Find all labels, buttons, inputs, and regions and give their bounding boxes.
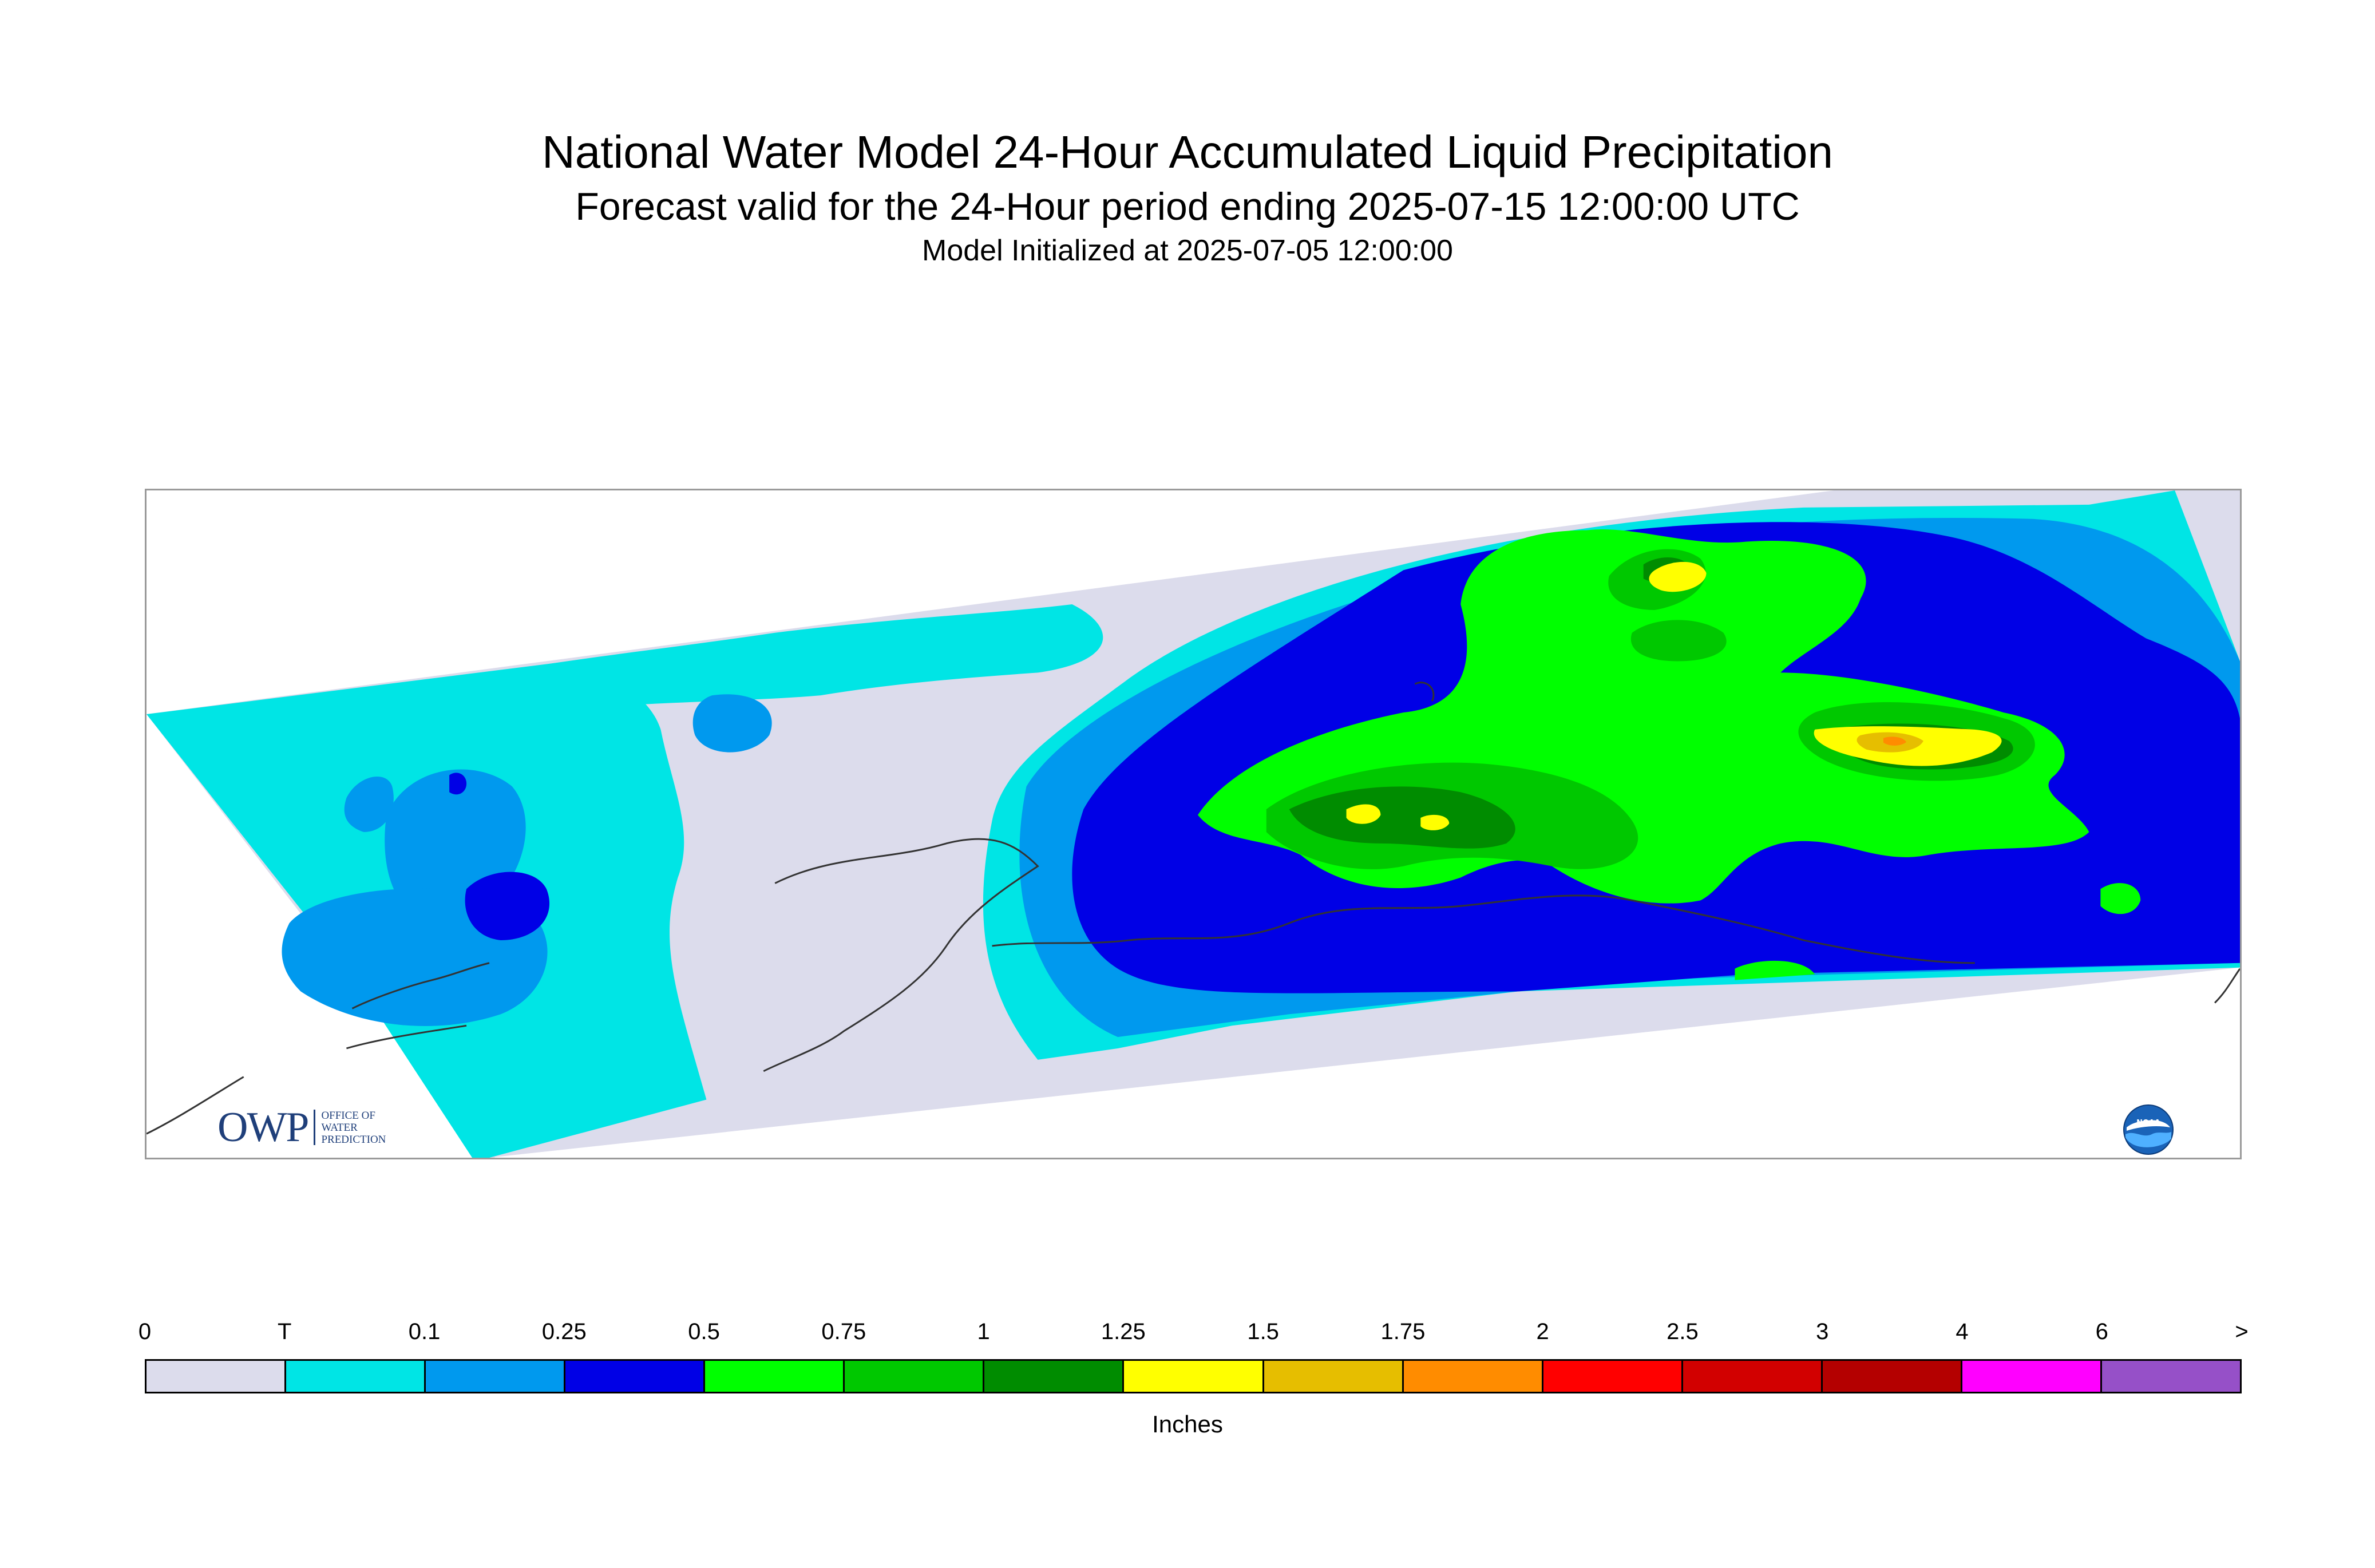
colorbar-tick-label: 1	[977, 1319, 990, 1344]
colorbar-tick-label: 2	[1536, 1319, 1549, 1344]
dark-green-area-1	[1289, 786, 1515, 849]
colorbar-segment	[2101, 1361, 2240, 1392]
colorbar-units-label: Inches	[1152, 1411, 1223, 1438]
colorbar-segment	[286, 1361, 426, 1392]
colorbar-tick-label: 1.5	[1247, 1319, 1279, 1344]
model-init-line: Model Initialized at 2025-07-05 12:00:00	[922, 234, 1453, 267]
colorbar-segment	[705, 1361, 845, 1392]
light-blue-area-3	[344, 776, 394, 832]
colorbar-segment	[845, 1361, 985, 1392]
owp-logo-mark: OWP	[217, 1103, 309, 1151]
precipitation-map	[145, 489, 2242, 1159]
yellow-area-3	[1420, 814, 1450, 830]
owp-logo-line: PREDICTION	[321, 1133, 386, 1146]
light-blue-area-4	[692, 694, 772, 753]
map-subtitle: Forecast valid for the 24-Hour period en…	[575, 185, 1800, 228]
colorbar-segment	[1264, 1361, 1404, 1392]
colorbar-tick-label: 3	[1816, 1319, 1829, 1344]
colorbar-segment	[1962, 1361, 2102, 1392]
colorbar-tick-label: 0.1	[408, 1319, 441, 1344]
colorbar-tick-label: T	[278, 1319, 292, 1344]
medium-green-area-4	[1630, 620, 1727, 662]
colorbar-tick-label: 0.5	[688, 1319, 720, 1344]
green-area-small-east	[2100, 883, 2141, 914]
map-title: National Water Model 24-Hour Accumulated…	[542, 126, 1833, 177]
coastlines	[147, 682, 2240, 1135]
yellow-area-2	[1346, 804, 1381, 824]
colorbar-tick-label: 0	[138, 1319, 152, 1344]
colorbar-segment	[565, 1361, 706, 1392]
owp-logo-line: WATER	[321, 1121, 358, 1134]
colorbar-segment	[1683, 1361, 1823, 1392]
colorbar-tick-label: 0.25	[541, 1319, 587, 1344]
precipitation-colorbar	[145, 1359, 2242, 1393]
green-area-south	[1735, 960, 1815, 980]
owp-logo: OWP OFFICE OF WATER PREDICTION	[217, 1104, 386, 1151]
colorbar-segment	[426, 1361, 566, 1392]
colorbar-tick-label: 1.25	[1101, 1319, 1146, 1344]
colorbar-segment	[984, 1361, 1125, 1392]
owp-logo-text: OFFICE OF WATER PREDICTION	[321, 1110, 386, 1146]
noaa-logo-text: NOAA	[2136, 1119, 2160, 1127]
trace-area-north	[466, 604, 1103, 707]
colorbar-segment	[147, 1361, 287, 1392]
colorbar-tick-label: >	[2235, 1319, 2249, 1344]
blue-area-small-west	[465, 872, 550, 940]
colorbar-segment	[1124, 1361, 1264, 1392]
colorbar-segment	[1543, 1361, 1683, 1392]
colorbar-segment	[1822, 1361, 1962, 1392]
map-canvas	[147, 490, 2240, 1158]
yellow-area-1	[1649, 561, 1707, 592]
colorbar-tick-label: 2.5	[1667, 1319, 1699, 1344]
colorbar-segment	[1403, 1361, 1543, 1392]
orange-area	[1883, 737, 1906, 746]
colorbar-tick-label: 6	[2095, 1319, 2108, 1344]
colorbar-tick-label: 4	[1956, 1319, 1969, 1344]
owp-logo-separator	[314, 1110, 316, 1145]
noaa-logo: NOAA	[2123, 1104, 2174, 1155]
colorbar-tick-label: 0.75	[821, 1319, 866, 1344]
colorbar-tick-label: 1.75	[1380, 1319, 1426, 1344]
blue-area-small-2	[449, 773, 467, 795]
owp-logo-line: OFFICE OF	[321, 1109, 375, 1122]
colorbar-labels: 0 T 0.1 0.25 0.5 0.75 1 1.25 1.5 1.75 2 2.5 3 4 6 >	[138, 1319, 2249, 1348]
